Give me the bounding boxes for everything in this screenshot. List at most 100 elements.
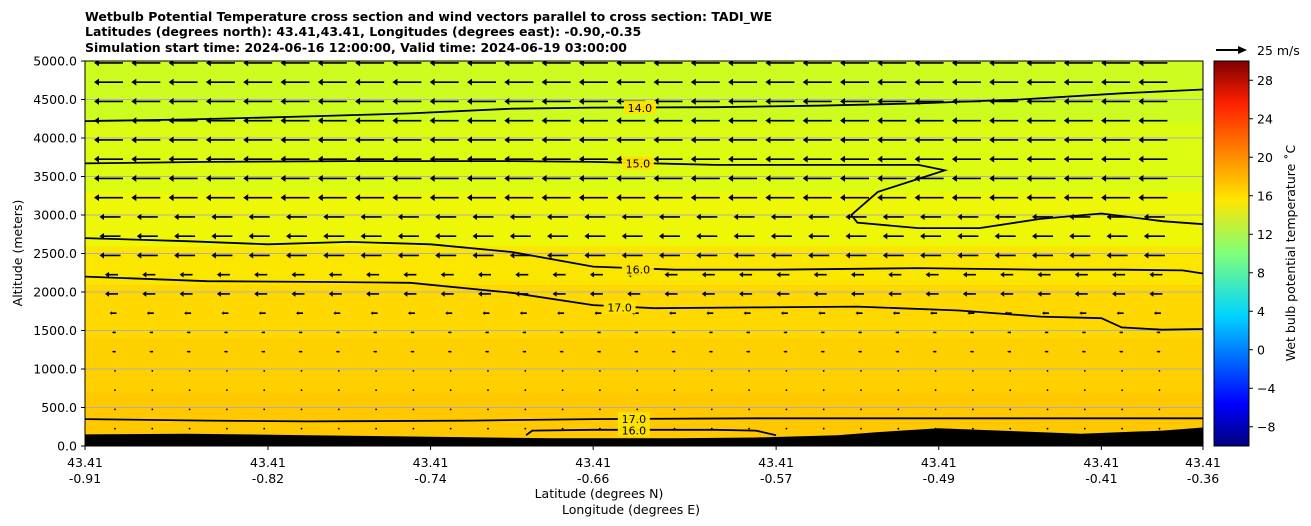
- wind-vector: [205, 194, 235, 202]
- wind-vector: [957, 233, 979, 240]
- wind-vector: [94, 97, 123, 105]
- x-axis-label-latitude: Latitude (degrees N): [535, 486, 664, 501]
- wind-vector: [1044, 350, 1049, 353]
- wind-vector: [504, 194, 534, 202]
- wind-vector: [1158, 389, 1161, 392]
- wind-vector: [1009, 408, 1012, 411]
- wind-vector: [888, 291, 902, 297]
- wind-vector: [248, 233, 270, 240]
- wind-vector: [504, 174, 534, 182]
- wind-vector: [335, 350, 340, 353]
- wind-vector: [822, 427, 825, 430]
- wind-vector: [280, 97, 310, 105]
- x-tick-label-latitude: 43.41: [921, 455, 957, 470]
- wind-vector: [429, 174, 459, 182]
- wind-vector: [616, 117, 646, 125]
- wind-vector: [851, 271, 864, 278]
- wind-vector: [99, 213, 121, 221]
- wind-vector: [485, 350, 489, 353]
- y-axis: 0.0 500.0 1000.0 1500.0 2000.0 2500.0 3000.0 35…: [33, 54, 85, 454]
- wind-vector: [621, 252, 643, 259]
- wind-vector: [509, 233, 531, 240]
- wind-vector: [188, 408, 191, 411]
- wind-vector: [151, 370, 154, 372]
- x-tick-label-longitude: -0.41: [1085, 471, 1117, 486]
- wind-vector: [142, 291, 156, 297]
- wind-vector: [286, 252, 307, 259]
- wind-vector: [748, 370, 750, 372]
- wind-vector: [932, 331, 937, 334]
- wind-vector: [188, 389, 191, 392]
- wind-vector: [1101, 97, 1131, 105]
- wind-vector: [211, 252, 233, 259]
- wind-vector: [776, 291, 790, 297]
- wind-vector: [168, 194, 198, 202]
- wind-vector: [596, 350, 601, 353]
- wind-vector: [858, 350, 862, 353]
- wind-vector: [226, 370, 228, 372]
- wind-vector: [226, 427, 228, 430]
- wind-vector: [578, 174, 608, 182]
- wind-vector: [248, 213, 270, 221]
- wind-vector: [1106, 252, 1128, 259]
- wind-vector: [1042, 311, 1049, 315]
- wind-vector: [765, 155, 795, 163]
- wind-vector: [337, 408, 340, 411]
- terrain-silhouette: [85, 427, 1203, 446]
- wind-vector: [818, 311, 826, 315]
- wind-vector: [989, 136, 1019, 144]
- wind-vector: [1138, 78, 1168, 86]
- wind-vector: [1009, 370, 1012, 372]
- x-axis-label-longitude: Longitude (degrees E): [562, 502, 700, 517]
- contour-label: 17.0: [607, 301, 632, 314]
- wind-vector: [584, 252, 606, 259]
- wind-vector: [877, 117, 907, 125]
- wind-vector: [412, 408, 415, 411]
- wind-vector: [467, 97, 496, 105]
- wind-vector: [373, 331, 377, 334]
- wind-vector: [151, 427, 154, 430]
- wind-vector: [370, 311, 378, 315]
- wind-vector: [951, 136, 981, 144]
- wind-vector: [690, 155, 720, 163]
- wind-vector: [131, 78, 161, 86]
- wind-vector: [578, 117, 608, 125]
- wind-vector: [728, 97, 758, 105]
- wind-vector: [813, 291, 827, 297]
- wind-vector: [1156, 350, 1161, 353]
- wind-vector: [578, 136, 608, 144]
- wind-vector: [449, 389, 452, 392]
- colorbar-tick-label: 28: [1257, 73, 1273, 88]
- wind-vector: [664, 271, 678, 278]
- wind-vector: [243, 194, 273, 202]
- wind-vector: [1119, 331, 1123, 334]
- wind-vector: [951, 78, 981, 86]
- wind-vector: [296, 311, 303, 315]
- wind-vector: [243, 97, 273, 105]
- wind-vector: [765, 136, 795, 144]
- wind-vector: [552, 271, 566, 278]
- wind-vector: [1069, 252, 1091, 259]
- wind-vector: [1083, 389, 1086, 392]
- wind-vector: [317, 61, 347, 67]
- wind-vector: [1121, 408, 1123, 411]
- wind-vector: [1026, 194, 1056, 202]
- wind-vector: [1153, 311, 1161, 315]
- wind-vector: [541, 174, 571, 182]
- contour-label-background: [617, 423, 650, 437]
- wind-vector: [186, 350, 191, 353]
- y-tick-label: 2000.0: [33, 285, 77, 300]
- wind-vector: [337, 389, 340, 392]
- wind-vector: [1121, 427, 1123, 430]
- wind-vector: [355, 136, 385, 144]
- wind-vector: [1000, 271, 1014, 278]
- wind-vector: [877, 136, 907, 144]
- wind-vector: [1046, 389, 1049, 392]
- wind-vector: [541, 78, 571, 86]
- wind-vector: [822, 370, 825, 372]
- wind-vector: [994, 233, 1016, 240]
- wind-vector: [114, 408, 116, 411]
- y-tick-label: 4500.0: [33, 92, 77, 107]
- wind-vector: [333, 311, 341, 315]
- wind-vector: [524, 408, 527, 411]
